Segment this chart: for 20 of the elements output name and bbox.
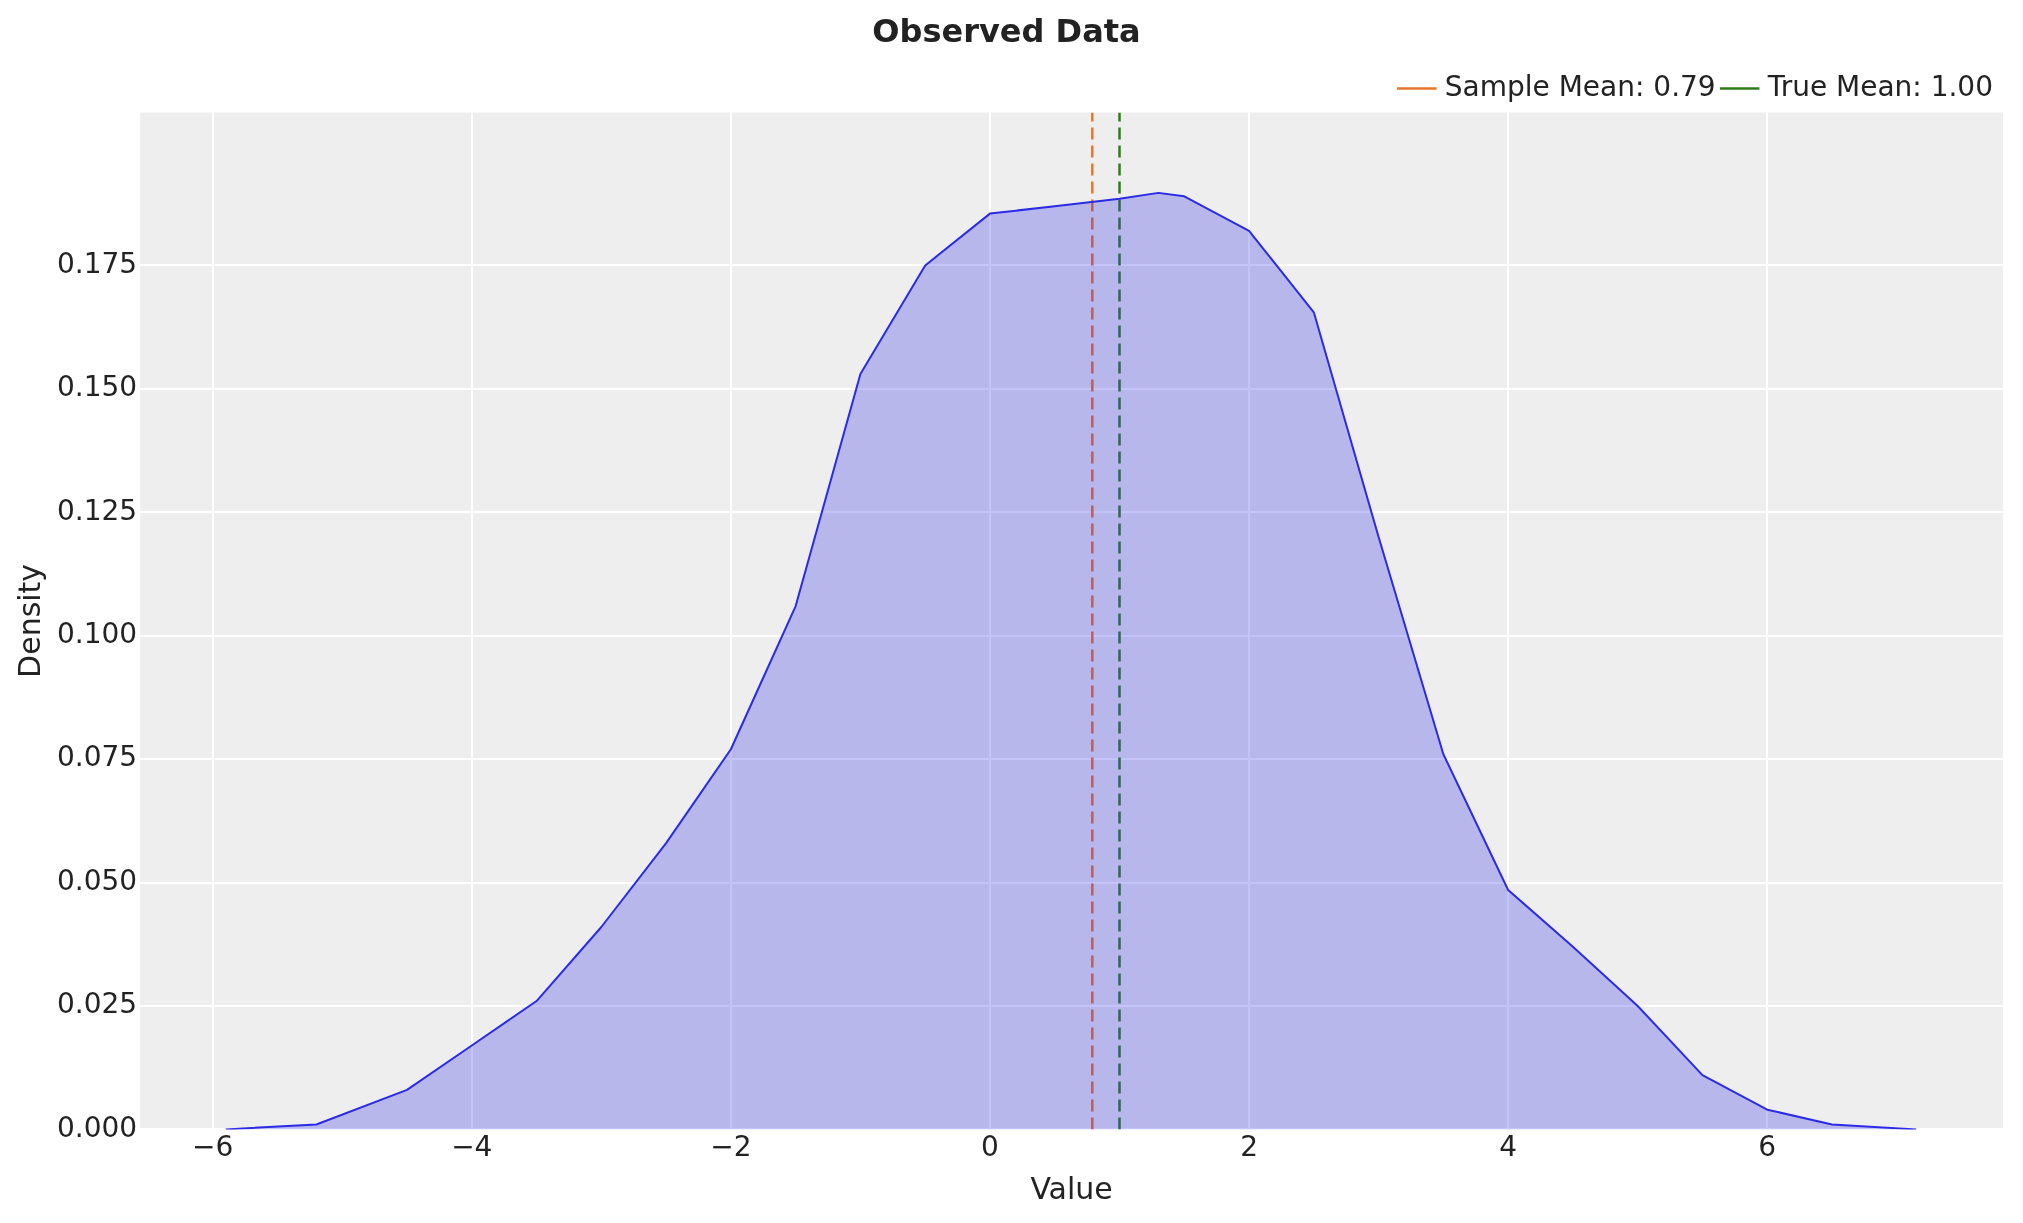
- y-tick-label: 0.025: [56, 987, 138, 1021]
- x-tick-label: 4: [1499, 1130, 1518, 1164]
- y-tick-label: 0.125: [56, 493, 138, 527]
- y-tick-label: 0.000: [56, 1110, 138, 1144]
- x-axis-title: Value: [1030, 1170, 1113, 1206]
- x-tick-label: 0: [981, 1130, 999, 1164]
- legend-label: True Mean: 1.00: [1766, 69, 1993, 103]
- chart-title: Observed Data: [872, 11, 1141, 50]
- y-tick-label: 0.100: [56, 616, 138, 650]
- y-tick-label: 0.175: [56, 246, 138, 280]
- x-tick-label: −6: [192, 1130, 234, 1164]
- y-tick-label: 0.150: [56, 370, 138, 404]
- x-tick-label: 2: [1240, 1130, 1258, 1164]
- legend-label: Sample Mean: 0.79: [1444, 69, 1716, 103]
- y-axis-title: Density: [11, 563, 47, 678]
- x-tick-label: −2: [710, 1130, 752, 1164]
- y-tick-label: 0.075: [56, 740, 138, 774]
- x-tick-label: 6: [1758, 1130, 1777, 1164]
- x-tick-label: −4: [451, 1130, 493, 1164]
- y-tick-label: 0.050: [56, 863, 138, 897]
